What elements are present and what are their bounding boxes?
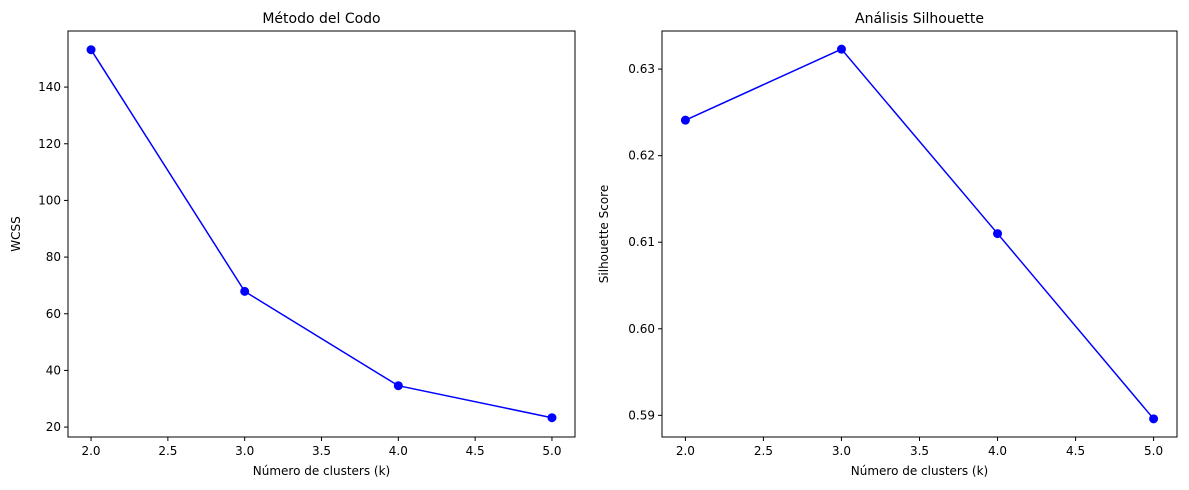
y-tick-label: 140 xyxy=(38,80,61,94)
elbow-method-chart: Método del Codo Número de clusters (k) W… xyxy=(9,11,576,478)
x-tick-label: 2.5 xyxy=(158,444,177,458)
x-axis-label: Número de clusters (k) xyxy=(851,464,988,478)
x-tick-label: 3.5 xyxy=(312,444,331,458)
x-tick-label: 4.5 xyxy=(466,444,485,458)
line-series xyxy=(86,45,557,423)
data-point xyxy=(1149,414,1159,424)
series-line xyxy=(90,49,553,419)
x-tick-label: 4.0 xyxy=(988,444,1007,458)
data-point xyxy=(393,381,403,391)
y-tick-label: 120 xyxy=(38,137,61,151)
data-point xyxy=(240,286,250,296)
x-tick-label: 2.5 xyxy=(754,444,773,458)
data-point xyxy=(86,45,96,55)
y-tick-label: 80 xyxy=(46,250,61,264)
x-tick-label: 2.0 xyxy=(676,444,695,458)
x-tick-label: 4.5 xyxy=(1066,444,1085,458)
data-point xyxy=(680,115,690,125)
data-point xyxy=(547,413,557,423)
chart-title: Método del Codo xyxy=(262,11,380,27)
plot-frame xyxy=(67,30,576,438)
y-tick-label: 100 xyxy=(38,193,61,207)
x-tick-label: 3.0 xyxy=(832,444,851,458)
y-tick-label: 40 xyxy=(46,363,61,377)
chart-title: Análisis Silhouette xyxy=(855,11,984,27)
y-axis-label: WCSS xyxy=(9,216,23,251)
data-point xyxy=(993,229,1003,239)
series-line xyxy=(685,48,1155,420)
y-tick-label: 0.61 xyxy=(628,235,655,249)
y-axis-label: Silhouette Score xyxy=(597,185,611,283)
x-tick-label: 4.0 xyxy=(389,444,408,458)
x-tick-label: 2.0 xyxy=(81,444,100,458)
y-tick-label: 0.59 xyxy=(628,408,655,422)
silhouette-analysis-chart: Análisis Silhouette Número de clusters (… xyxy=(597,11,1178,478)
y-tick-label: 60 xyxy=(46,307,61,321)
x-tick-label: 3.0 xyxy=(235,444,254,458)
plot-frame xyxy=(661,30,1178,438)
x-tick-label: 5.0 xyxy=(542,444,561,458)
x-tick-label: 3.5 xyxy=(910,444,929,458)
y-tick-label: 0.60 xyxy=(628,322,655,336)
data-point xyxy=(836,44,846,54)
x-axis-label: Número de clusters (k) xyxy=(253,464,390,478)
axis-ticks: 2.0 2.5 3.0 3.5 4.0 4.5 5.0 20 40 60 80 100 120 140 xyxy=(38,80,561,458)
y-tick-label: 0.63 xyxy=(628,62,655,76)
x-tick-label: 5.0 xyxy=(1144,444,1163,458)
axis-ticks: 2.0 2.5 3.0 3.5 4.0 4.5 5.0 0.59 0.60 0.61 0.62 0.6… xyxy=(628,62,1163,458)
y-tick-label: 20 xyxy=(46,420,61,434)
line-series xyxy=(680,44,1159,424)
y-tick-label: 0.62 xyxy=(628,149,655,163)
